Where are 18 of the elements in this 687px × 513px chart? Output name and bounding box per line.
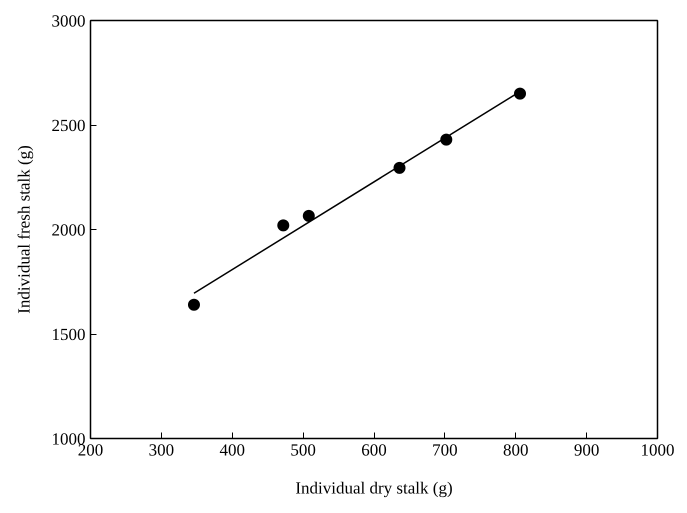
- x-tick-label: 900: [574, 440, 600, 460]
- point: [514, 88, 526, 100]
- x-tick-label: 500: [290, 440, 316, 460]
- y-tick-label: 2500: [52, 116, 86, 135]
- point: [277, 219, 290, 232]
- point: [302, 210, 315, 222]
- x-tick-label: 300: [148, 440, 174, 460]
- point: [188, 298, 200, 311]
- x-axis-title: Individual dry stalk (g): [295, 478, 453, 498]
- x-tick-label: 700: [432, 440, 458, 460]
- x-tick-label: 1000: [640, 440, 674, 460]
- y-tick-label: 3000: [52, 12, 86, 30]
- x-tick-label: 600: [361, 440, 387, 460]
- y-tick-label: 2000: [52, 220, 86, 240]
- y-tick-label: 1500: [52, 325, 86, 344]
- y-axis-title: Individual fresh stalk (g): [14, 145, 34, 314]
- x-tick-label: 400: [220, 440, 245, 460]
- x-tick-label: 800: [503, 440, 528, 460]
